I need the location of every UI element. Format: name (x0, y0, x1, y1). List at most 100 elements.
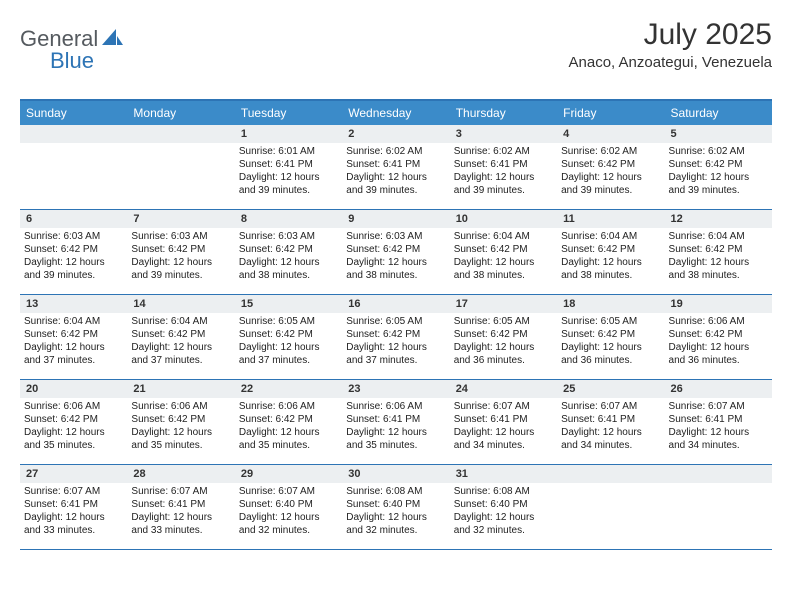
logo-text-blue: Blue (50, 48, 94, 73)
day-info-line: Sunrise: 6:07 AM (131, 485, 230, 498)
day-info-line: Sunrise: 6:08 AM (346, 485, 445, 498)
day-cell: 19Sunrise: 6:06 AMSunset: 6:42 PMDayligh… (665, 295, 772, 379)
day-info-line: Sunrise: 6:07 AM (239, 485, 338, 498)
day-info-line: Sunset: 6:41 PM (346, 158, 445, 171)
day-info-line: Sunrise: 6:03 AM (239, 230, 338, 243)
day-info-line: Sunrise: 6:05 AM (239, 315, 338, 328)
day-info-line: Daylight: 12 hours (346, 341, 445, 354)
day-cell: 3Sunrise: 6:02 AMSunset: 6:41 PMDaylight… (450, 125, 557, 209)
day-info-line: and 32 minutes. (454, 524, 553, 537)
day-info-line: and 38 minutes. (669, 269, 768, 282)
weekday-header: Thursday (450, 101, 557, 125)
day-info-line: Sunset: 6:42 PM (24, 328, 123, 341)
day-cell: 25Sunrise: 6:07 AMSunset: 6:41 PMDayligh… (557, 380, 664, 464)
day-cell: 28Sunrise: 6:07 AMSunset: 6:41 PMDayligh… (127, 465, 234, 549)
weeks-container: 1Sunrise: 6:01 AMSunset: 6:41 PMDaylight… (20, 125, 772, 550)
day-info-line: and 32 minutes. (239, 524, 338, 537)
day-info-line: and 35 minutes. (239, 439, 338, 452)
day-body: Sunrise: 6:03 AMSunset: 6:42 PMDaylight:… (342, 228, 449, 286)
calendar-page: General July 2025 Anaco, Anzoategui, Ven… (0, 0, 792, 568)
day-info-line: and 36 minutes. (561, 354, 660, 367)
day-cell: 11Sunrise: 6:04 AMSunset: 6:42 PMDayligh… (557, 210, 664, 294)
day-info-line: Sunset: 6:41 PM (561, 413, 660, 426)
day-cell: 29Sunrise: 6:07 AMSunset: 6:40 PMDayligh… (235, 465, 342, 549)
day-body: Sunrise: 6:04 AMSunset: 6:42 PMDaylight:… (450, 228, 557, 286)
day-info-line: Sunrise: 6:05 AM (561, 315, 660, 328)
day-info-line: Sunset: 6:42 PM (346, 328, 445, 341)
day-info-line: Sunrise: 6:07 AM (669, 400, 768, 413)
day-info-line: Sunset: 6:42 PM (24, 243, 123, 256)
day-number: 1 (235, 125, 342, 143)
day-info-line: Sunrise: 6:07 AM (561, 400, 660, 413)
day-info-line: Daylight: 12 hours (561, 341, 660, 354)
weekday-header-row: SundayMondayTuesdayWednesdayThursdayFrid… (20, 101, 772, 125)
day-info-line: Sunset: 6:42 PM (561, 243, 660, 256)
day-info-line: Daylight: 12 hours (454, 256, 553, 269)
day-info-line: Daylight: 12 hours (239, 426, 338, 439)
day-info-line: Sunset: 6:41 PM (239, 158, 338, 171)
day-info-line: Sunset: 6:42 PM (669, 328, 768, 341)
day-info-line: Sunrise: 6:04 AM (669, 230, 768, 243)
day-number: 2 (342, 125, 449, 143)
day-info-line: Sunset: 6:40 PM (346, 498, 445, 511)
day-info-line: Sunset: 6:41 PM (346, 413, 445, 426)
day-info-line: and 34 minutes. (561, 439, 660, 452)
day-info-line: Sunrise: 6:06 AM (24, 400, 123, 413)
day-info-line: Daylight: 12 hours (24, 426, 123, 439)
day-info-line: Daylight: 12 hours (669, 256, 768, 269)
day-info-line: and 38 minutes. (454, 269, 553, 282)
day-cell: 27Sunrise: 6:07 AMSunset: 6:41 PMDayligh… (20, 465, 127, 549)
day-body: Sunrise: 6:04 AMSunset: 6:42 PMDaylight:… (20, 313, 127, 371)
weekday-header: Monday (127, 101, 234, 125)
day-info-line: and 39 minutes. (239, 184, 338, 197)
day-body: Sunrise: 6:01 AMSunset: 6:41 PMDaylight:… (235, 143, 342, 201)
day-info-line: and 32 minutes. (346, 524, 445, 537)
day-info-line: Sunrise: 6:03 AM (346, 230, 445, 243)
day-number: 24 (450, 380, 557, 398)
day-number: 28 (127, 465, 234, 483)
weekday-header: Sunday (20, 101, 127, 125)
day-info-line: Daylight: 12 hours (239, 171, 338, 184)
day-info-line: Sunset: 6:42 PM (669, 158, 768, 171)
day-info-line: Sunrise: 6:07 AM (24, 485, 123, 498)
day-body: Sunrise: 6:05 AMSunset: 6:42 PMDaylight:… (342, 313, 449, 371)
day-info-line: Sunrise: 6:02 AM (669, 145, 768, 158)
title-block: July 2025 Anaco, Anzoategui, Venezuela (569, 18, 773, 71)
day-info-line: Daylight: 12 hours (561, 426, 660, 439)
day-info-line: and 34 minutes. (669, 439, 768, 452)
day-body: Sunrise: 6:03 AMSunset: 6:42 PMDaylight:… (235, 228, 342, 286)
day-body: Sunrise: 6:07 AMSunset: 6:41 PMDaylight:… (20, 483, 127, 541)
day-info-line: Sunset: 6:42 PM (669, 243, 768, 256)
day-info-line: Sunrise: 6:04 AM (131, 315, 230, 328)
day-info-line: Sunset: 6:41 PM (24, 498, 123, 511)
day-cell: 24Sunrise: 6:07 AMSunset: 6:41 PMDayligh… (450, 380, 557, 464)
day-info-line: Sunset: 6:42 PM (131, 328, 230, 341)
day-cell: 18Sunrise: 6:05 AMSunset: 6:42 PMDayligh… (557, 295, 664, 379)
day-info-line: Sunset: 6:42 PM (131, 243, 230, 256)
day-info-line: Sunset: 6:42 PM (346, 243, 445, 256)
day-body: Sunrise: 6:05 AMSunset: 6:42 PMDaylight:… (557, 313, 664, 371)
week-row: 6Sunrise: 6:03 AMSunset: 6:42 PMDaylight… (20, 210, 772, 295)
day-number: 29 (235, 465, 342, 483)
day-number: 3 (450, 125, 557, 143)
day-info-line: Sunrise: 6:05 AM (454, 315, 553, 328)
week-row: 13Sunrise: 6:04 AMSunset: 6:42 PMDayligh… (20, 295, 772, 380)
day-info-line: Daylight: 12 hours (561, 256, 660, 269)
day-info-line: and 33 minutes. (24, 524, 123, 537)
day-body: Sunrise: 6:06 AMSunset: 6:42 PMDaylight:… (235, 398, 342, 456)
day-info-line: Daylight: 12 hours (24, 341, 123, 354)
day-body: Sunrise: 6:08 AMSunset: 6:40 PMDaylight:… (342, 483, 449, 541)
day-cell: 30Sunrise: 6:08 AMSunset: 6:40 PMDayligh… (342, 465, 449, 549)
day-number: 8 (235, 210, 342, 228)
day-info-line: Daylight: 12 hours (131, 426, 230, 439)
day-info-line: Sunrise: 6:04 AM (24, 315, 123, 328)
day-body: Sunrise: 6:02 AMSunset: 6:41 PMDaylight:… (450, 143, 557, 201)
day-info-line: Sunset: 6:42 PM (454, 243, 553, 256)
day-number: 13 (20, 295, 127, 313)
day-cell: 16Sunrise: 6:05 AMSunset: 6:42 PMDayligh… (342, 295, 449, 379)
day-cell: 10Sunrise: 6:04 AMSunset: 6:42 PMDayligh… (450, 210, 557, 294)
week-row: 20Sunrise: 6:06 AMSunset: 6:42 PMDayligh… (20, 380, 772, 465)
day-body: Sunrise: 6:03 AMSunset: 6:42 PMDaylight:… (20, 228, 127, 286)
day-info-line: Daylight: 12 hours (346, 171, 445, 184)
day-cell: 1Sunrise: 6:01 AMSunset: 6:41 PMDaylight… (235, 125, 342, 209)
